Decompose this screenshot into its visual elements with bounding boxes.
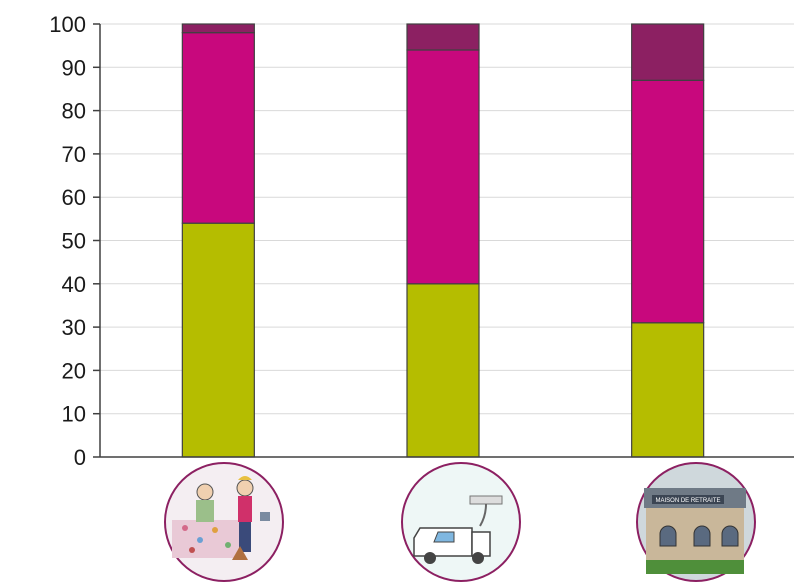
bar-segment-retirement-home-illustration-3	[631, 23, 705, 81]
category-illustration-delivery-van	[401, 462, 521, 582]
y-tick-label: 0	[74, 445, 86, 470]
bar-segment-retirement-home-illustration-2	[631, 79, 705, 324]
bar-segment-elderly-at-home-illustration-3	[181, 23, 255, 34]
bar-segment-retirement-home-illustration-1	[631, 322, 705, 458]
y-axis-ticks: 0 10 20 30 40 50 60 70 80 90 100	[49, 12, 100, 470]
y-tick-label: 80	[62, 99, 86, 124]
bar-segment-elderly-at-home-illustration-1	[181, 222, 255, 458]
y-tick-label: 10	[62, 402, 86, 427]
y-tick-label: 60	[62, 185, 86, 210]
category-illustration-elderly-at-home	[164, 462, 284, 582]
y-tick-label: 90	[62, 55, 86, 80]
bar-segment-elderly-at-home-illustration-2	[181, 32, 255, 224]
y-tick-label: 100	[49, 12, 86, 37]
bar-segment-delivery-van-illustration-2	[406, 49, 480, 285]
y-tick-label: 30	[62, 315, 86, 340]
category-illustration-retirement-home: MAISON DE RETRAITE	[636, 462, 756, 582]
y-tick-label: 70	[62, 142, 86, 167]
retirement-home-sign: MAISON DE RETRAITE	[655, 498, 720, 504]
bars	[181, 23, 705, 458]
y-tick-label: 40	[62, 272, 86, 297]
y-tick-label: 50	[62, 229, 86, 254]
bar-segment-delivery-van-illustration-1	[406, 283, 480, 458]
bar-segment-delivery-van-illustration-3	[406, 23, 480, 51]
y-tick-label: 20	[62, 358, 86, 383]
